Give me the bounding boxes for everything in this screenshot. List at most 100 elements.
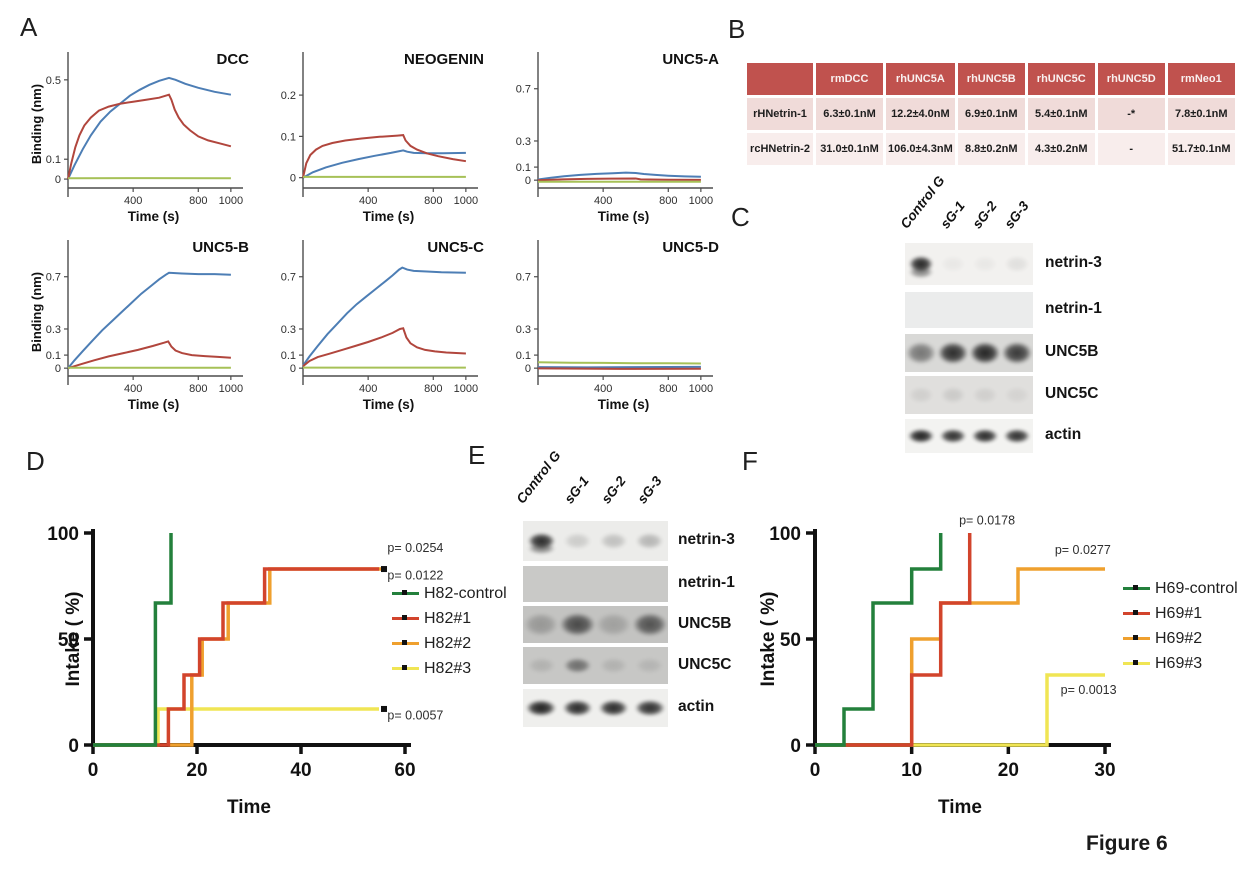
x-tick-label: 800 xyxy=(424,195,442,207)
blot-band xyxy=(937,341,969,365)
x-tick-label: 800 xyxy=(424,383,442,395)
table-col-header: rmDCC xyxy=(816,63,883,95)
x-tick-label: 1000 xyxy=(219,383,243,395)
panel-label-c: C xyxy=(731,202,750,232)
blot-band xyxy=(527,657,555,674)
blot-band xyxy=(635,700,665,716)
blot-band xyxy=(632,613,668,636)
y-tick-label: 100 xyxy=(769,524,801,545)
table-cell: 6.3±0.1nM xyxy=(816,98,883,130)
legend-label: H69#3 xyxy=(1155,654,1203,672)
series-H82-control xyxy=(93,533,173,747)
x-tick-label: 800 xyxy=(659,195,677,207)
y-axis-title: Binding (nm) xyxy=(29,84,44,164)
series-control-green xyxy=(537,361,701,365)
series-netrin-red xyxy=(537,367,701,370)
binding-affinity-table: rmDCC rhUNC5A rhUNC5B rhUNC5C rhUNC5D rmNeo1 r… xyxy=(744,60,1238,168)
p-value-annotation: p= 0.0277 xyxy=(1055,543,1111,557)
y-tick-label: 0.1 xyxy=(281,131,296,143)
x-axis-title: Time (s) xyxy=(363,397,415,412)
lane-label: sG-2 xyxy=(598,473,629,507)
blot-band xyxy=(527,543,555,554)
sensorgram-unc5a: 400 800 1000 0 0.1 0.3 0.7 UNC5-A Time (s) xyxy=(498,36,733,228)
legend-square-marker xyxy=(1133,659,1138,665)
legend-label: H69-control xyxy=(1155,579,1238,597)
legend-square-marker xyxy=(402,589,407,595)
table-cell: -* xyxy=(1097,98,1165,130)
table-header-row: rmDCC rhUNC5A rhUNC5B rhUNC5C rhUNC5D rmNeo1 xyxy=(747,63,1235,95)
blot-band xyxy=(941,256,965,272)
legend-square-marker xyxy=(1133,634,1138,640)
legend-square-marker xyxy=(402,664,407,670)
y-tick-label: 0 xyxy=(290,363,296,375)
p-value-annotation: p= 0.0254 xyxy=(387,541,443,555)
blot-band xyxy=(1001,341,1033,365)
blot-target-label: UNC5B xyxy=(1045,343,1099,360)
blot-strip-netrin-3 xyxy=(905,243,1033,285)
x-axis-title: Time (s) xyxy=(128,397,180,412)
blot-target-label: UNC5C xyxy=(678,655,732,673)
y-tick-label: 0.7 xyxy=(46,272,61,284)
table-cell: 4.3±0.2nM xyxy=(1027,133,1095,165)
chart-title: UNC5-D xyxy=(662,239,719,256)
panel-label-e: E xyxy=(468,440,486,470)
y-tick-label: 50 xyxy=(780,630,801,651)
lane-label: sG-1 xyxy=(561,473,592,507)
legend-square-marker xyxy=(1133,609,1138,615)
blot-band xyxy=(909,266,933,278)
blot-strip-actin xyxy=(523,689,668,727)
y-tick-label: 0.1 xyxy=(281,350,296,362)
x-tick-label: 400 xyxy=(124,195,142,207)
x-axis-title: Time (s) xyxy=(128,209,180,224)
p-value-annotation: p= 0.0122 xyxy=(387,569,443,583)
blot-target-label: netrin-1 xyxy=(1045,300,1102,317)
panel-label-d: D xyxy=(26,446,45,476)
table-cell: 5.4±0.1nM xyxy=(1027,98,1095,130)
panel-label-b: B xyxy=(728,14,746,44)
x-tick-label: 20 xyxy=(186,760,207,781)
legend-swatch xyxy=(392,664,419,671)
chart-title: UNC5-B xyxy=(192,239,249,256)
blot-target-label: UNC5B xyxy=(678,614,732,632)
sensorgram-neogenin: 400 800 1000 0 0.1 0.2 NEOGENIN Time (s) xyxy=(263,36,498,228)
table-row-label: rHNetrin-1 xyxy=(747,98,813,130)
y-tick-label: 0.1 xyxy=(46,154,61,166)
series-H82#3 xyxy=(93,707,379,747)
y-tick-label: 0.3 xyxy=(516,136,531,148)
y-tick-label: 0.1 xyxy=(516,162,531,174)
blot-band xyxy=(1003,429,1031,443)
y-tick-label: 0.7 xyxy=(281,272,296,284)
series-netrin-blue xyxy=(302,266,466,367)
y-tick-label: 0 xyxy=(290,173,296,185)
legend-label: H82#2 xyxy=(424,634,472,652)
table-col-header: rhUNC5C xyxy=(1027,63,1095,95)
blot-band xyxy=(973,256,997,272)
x-tick-label: 800 xyxy=(189,195,207,207)
legend-item: H69#1 xyxy=(1123,601,1238,626)
y-tick-label: 0.7 xyxy=(516,84,531,96)
legend-square-marker xyxy=(402,614,407,620)
series-H69#3 xyxy=(815,673,1105,747)
y-axis-title: Intake ( %) xyxy=(758,591,779,686)
p-value-annotation: p= 0.0057 xyxy=(387,709,443,723)
series-netrin-red xyxy=(302,327,466,367)
x-axis-title: Time (s) xyxy=(598,397,650,412)
x-tick-label: 40 xyxy=(290,760,311,781)
figure-caption-label: Figure 6 xyxy=(1086,832,1168,855)
blot-band xyxy=(905,341,937,365)
x-tick-label: 400 xyxy=(124,383,142,395)
table-row: rHNetrin-1 6.3±0.1nM 12.2±4.0nM 6.9±0.1nM 5.… xyxy=(747,98,1235,130)
blot-band xyxy=(969,341,1001,365)
table-cell: 8.8±0.2nM xyxy=(957,133,1025,165)
table-col-header xyxy=(747,63,813,95)
chart-title: UNC5-C xyxy=(427,239,484,256)
blot-target-label: actin xyxy=(1045,426,1082,443)
y-tick-label: 0 xyxy=(790,736,801,757)
blot-band xyxy=(560,613,595,636)
legend-label: H82#3 xyxy=(424,659,472,677)
x-tick-label: 400 xyxy=(594,383,612,395)
blot-strip-UNC5B xyxy=(523,606,668,643)
y-tick-label: 100 xyxy=(47,524,79,545)
